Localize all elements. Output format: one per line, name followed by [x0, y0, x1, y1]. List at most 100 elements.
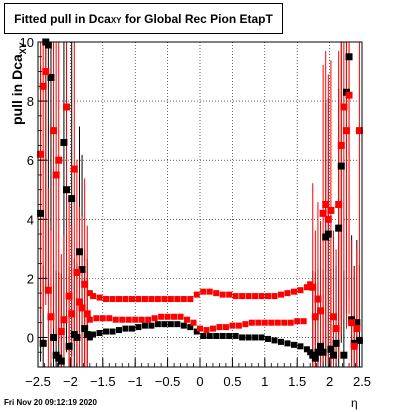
- data-point: [213, 290, 220, 297]
- data-point: [226, 332, 233, 339]
- data-point: [258, 334, 265, 341]
- data-point: [206, 332, 213, 339]
- x-tick-label: −0.5: [155, 374, 181, 389]
- data-point: [68, 195, 76, 203]
- data-point: [177, 313, 184, 320]
- data-point: [337, 162, 345, 170]
- data-point: [324, 215, 332, 223]
- data-point: [86, 290, 93, 297]
- x-tick-label: 1.5: [288, 374, 306, 389]
- data-point: [329, 313, 337, 321]
- data-point: [141, 296, 148, 303]
- data-point: [303, 284, 310, 291]
- data-point: [309, 283, 317, 291]
- data-point: [213, 332, 220, 339]
- data-point: [340, 103, 348, 111]
- x-axis-label: η: [351, 396, 358, 410]
- data-point: [317, 342, 325, 350]
- data-point: [271, 293, 278, 300]
- data-point: [229, 322, 236, 329]
- data-point: [63, 186, 71, 194]
- data-point: [93, 315, 100, 322]
- data-point: [235, 322, 242, 329]
- data-markers: [37, 38, 363, 365]
- data-point: [284, 290, 291, 297]
- data-point: [128, 296, 135, 303]
- data-point: [63, 103, 71, 111]
- data-point: [353, 325, 361, 333]
- ylabel-main: pull in Dca: [9, 54, 25, 125]
- data-point: [239, 293, 246, 300]
- data-point: [106, 315, 113, 322]
- y-tick-labels: 0 2 4 6 8 10: [20, 35, 34, 345]
- data-point: [109, 328, 116, 335]
- data-point: [57, 328, 65, 336]
- data-point: [281, 319, 288, 326]
- data-point: [164, 313, 171, 320]
- data-point: [335, 224, 343, 232]
- data-point: [322, 201, 330, 208]
- data-point: [52, 171, 60, 179]
- data-point: [128, 325, 135, 332]
- data-point: [219, 332, 226, 339]
- data-point: [209, 325, 216, 332]
- data-point: [297, 287, 304, 294]
- data-point: [300, 318, 307, 325]
- data-point: [200, 288, 207, 295]
- data-point: [187, 296, 194, 303]
- data-point: [290, 341, 297, 348]
- data-point: [319, 348, 327, 356]
- data-point: [226, 291, 233, 298]
- data-point: [174, 321, 181, 328]
- data-point: [252, 293, 259, 300]
- data-point: [180, 296, 187, 303]
- data-point: [216, 324, 223, 331]
- data-point: [103, 328, 110, 335]
- data-point: [90, 293, 97, 300]
- data-point: [57, 357, 65, 365]
- data-point: [167, 321, 174, 328]
- data-point: [203, 327, 210, 334]
- data-point: [332, 325, 340, 333]
- data-point: [232, 332, 239, 339]
- x-tick-label: 2: [326, 374, 333, 389]
- data-point: [329, 351, 337, 359]
- data-point: [287, 319, 294, 326]
- data-point: [311, 313, 319, 321]
- y-tick-label: 4: [27, 212, 34, 227]
- data-point: [154, 321, 161, 328]
- data-point: [158, 313, 165, 320]
- data-point: [86, 334, 93, 341]
- title-rest: for Global Rec Pion EtapT: [121, 11, 273, 26]
- data-point: [342, 127, 350, 135]
- data-point: [96, 330, 103, 337]
- data-point: [268, 319, 275, 326]
- data-point: [219, 291, 226, 298]
- data-point: [239, 334, 246, 341]
- data-point: [245, 293, 252, 300]
- title-sub: XY: [110, 16, 122, 25]
- data-point: [122, 296, 129, 303]
- data-point: [125, 316, 132, 323]
- data-point: [148, 322, 155, 329]
- data-point: [340, 351, 348, 359]
- data-point: [50, 127, 58, 135]
- data-point: [119, 316, 126, 323]
- data-point: [116, 296, 122, 303]
- data-point: [332, 339, 340, 347]
- data-point: [68, 310, 76, 318]
- data-point: [314, 295, 322, 303]
- data-point: [96, 294, 103, 301]
- data-point: [232, 293, 239, 300]
- data-point: [78, 266, 86, 273]
- data-point: [167, 296, 174, 303]
- y-tick-label: 2: [27, 271, 34, 286]
- timestamp: Fri Nov 20 09:12:19 2020: [4, 398, 97, 407]
- data-point: [73, 268, 81, 276]
- data-point: [274, 319, 281, 326]
- data-point: [355, 127, 363, 135]
- title-main: Fitted pull in Dca: [14, 11, 111, 26]
- data-point: [337, 141, 345, 149]
- data-point: [122, 325, 129, 332]
